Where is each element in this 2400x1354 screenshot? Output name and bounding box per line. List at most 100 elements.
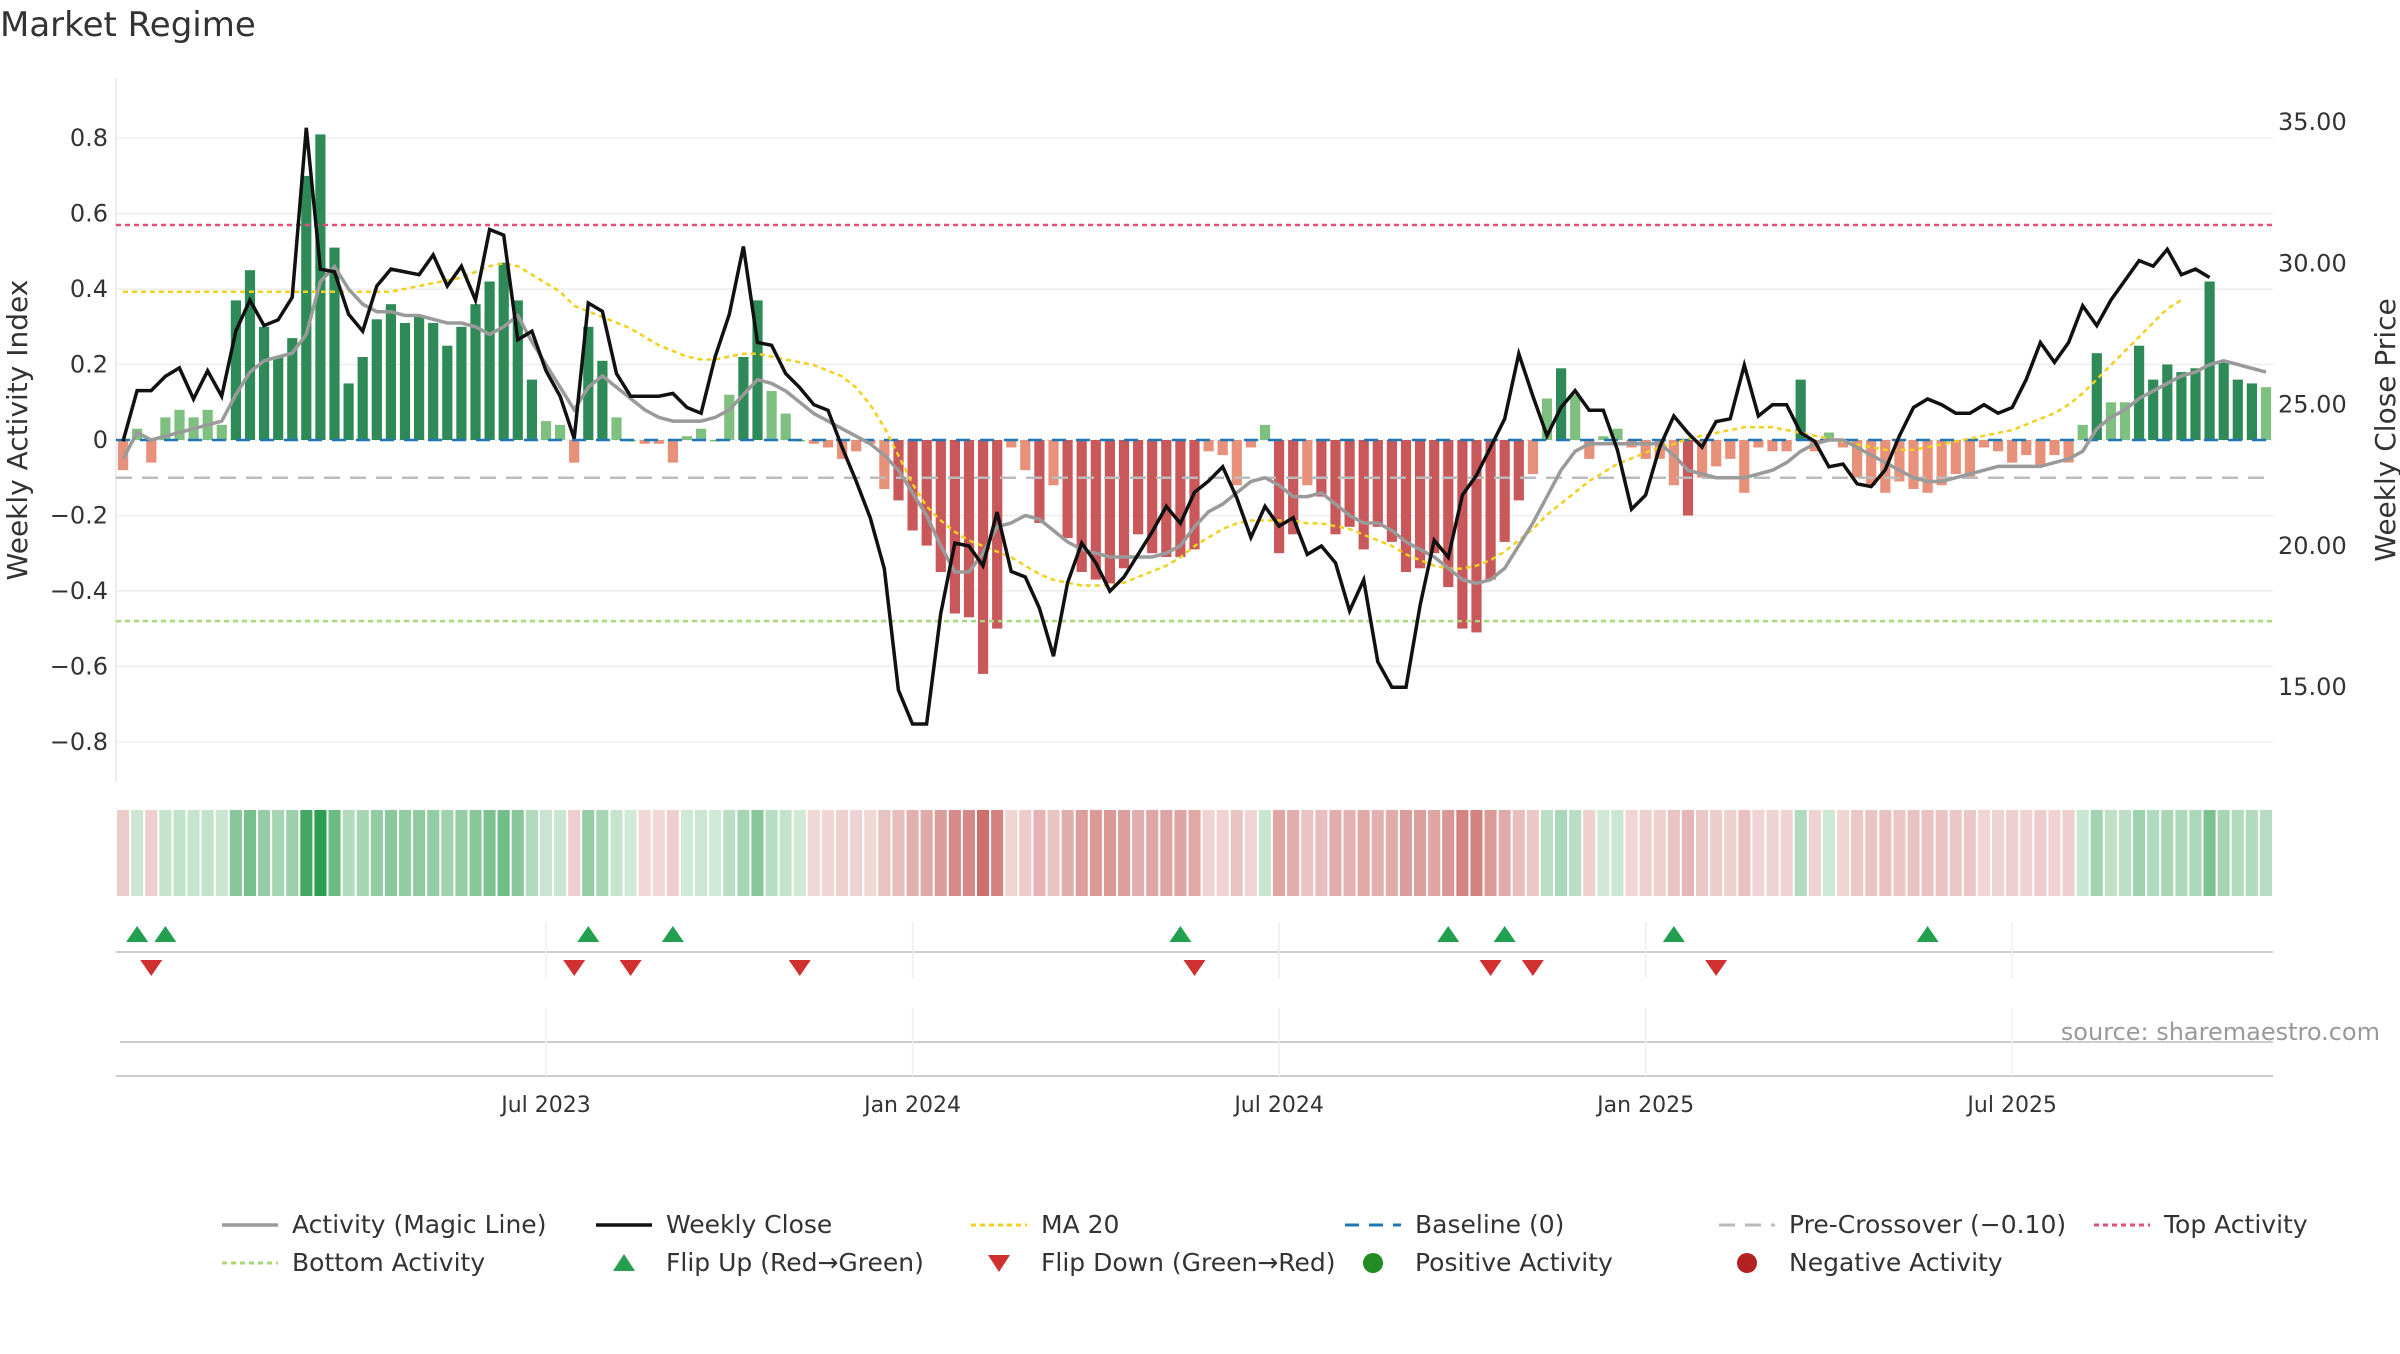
activity-bar [583,326,594,440]
regime-cell [582,810,595,896]
regime-cell [1357,810,1370,896]
regime-cell [1047,810,1060,896]
y-tick-label: 0 [93,426,108,454]
regime-cell [1456,810,1469,896]
regime-cell [1639,810,1652,896]
activity-bar [1908,440,1919,489]
activity-bar [1288,440,1299,535]
regime-cell [1540,810,1553,896]
regime-cell [1583,810,1596,896]
regime-cell [751,810,764,896]
activity-bar [1697,440,1708,478]
regime-cell [2203,810,2216,896]
regime-cell [2217,810,2230,896]
activity-bar [1090,440,1101,580]
legend-label: Baseline (0) [1415,1210,1564,1239]
legend-item-baseline: Baseline (0) [1345,1210,1564,1239]
regime-cell [1555,810,1568,896]
regime-cell [1667,810,1680,896]
regime-cell [821,810,834,896]
series-lines [121,127,2267,726]
activity-bar [569,440,580,463]
regime-cell [399,810,412,896]
y-tick-label: −0.6 [50,652,108,680]
y-tick-label: −0.4 [50,577,108,605]
activity-bar [273,357,284,440]
regime-cell [2175,810,2188,896]
activity-bar [1781,440,1792,452]
grid-layer [116,137,2273,1076]
regime-cell [1611,810,1624,896]
y2-tick-label: 35.00 [2278,108,2347,136]
regime-cell [1935,810,1948,896]
y-axis-label: Weekly Activity Index [1,280,34,581]
activity-bar [1866,440,1877,486]
regime-cell [1526,810,1539,896]
legend-label: Negative Activity [1789,1248,2003,1277]
regime-cell [1681,810,1694,896]
regime-cell [342,810,355,896]
regime-cell [1258,810,1271,896]
activity-bar [738,357,749,440]
regime-cell [469,810,482,896]
activity-bar [2021,440,2032,456]
regime-cell [1188,810,1201,896]
legend-swatch [988,1255,1010,1272]
regime-cell [229,810,242,896]
regime-cell [215,810,228,896]
activity-bar [555,424,566,440]
activity-bar [174,409,185,440]
regime-cell [1160,810,1173,896]
activity-bar [2204,281,2215,440]
regime-cell [1597,810,1610,896]
regime-cell [1724,810,1737,896]
activity-bar [399,323,411,440]
activity-bar [146,440,157,463]
regime-cell [1202,810,1215,896]
regime-cell [497,810,510,896]
activity-bar [597,360,608,440]
regime-cell [1103,810,1116,896]
activity-bar [1259,424,1271,440]
legend-item-pre_crossover: Pre-Crossover (−0.10) [1719,1210,2066,1239]
flip-up-marker [577,926,600,942]
flip-down-marker [1479,960,1502,976]
regime-cell [258,810,271,896]
regime-cell [596,810,609,896]
activity-bar [244,270,256,440]
regime-cell [554,810,567,896]
activity-bar [2105,402,2116,440]
regime-cell [1315,810,1328,896]
legend-swatch [613,1254,635,1271]
activity-bar [329,247,340,440]
regime-cell [1569,810,1582,896]
activity-bar [1415,440,1426,569]
regime-cell [427,810,440,896]
activity-bar [2218,360,2229,440]
activity-bar [1020,440,1031,471]
activity-bar [1118,440,1130,569]
activity-bar [428,323,439,440]
regime-cell [2048,810,2061,896]
activity-bar [1034,440,1045,523]
regime-cell [2090,810,2103,896]
y2-tick-label: 30.00 [2278,249,2347,277]
regime-cell [1808,810,1821,896]
regime-cell [1752,810,1765,896]
regime-cell [1005,810,1018,896]
activity-bar [992,440,1003,629]
activity-bar [1344,440,1355,527]
activity-bar [1485,440,1496,580]
regime-cell [2020,810,2033,896]
legend-item-top: Top Activity [2094,1210,2308,1239]
y-tick-label: −0.8 [50,728,108,756]
activity-bar [1231,440,1242,486]
activity-bar [2260,387,2272,440]
regime-cell [356,810,369,896]
activity-bar [1104,440,1115,584]
activity-bar [1274,440,1285,554]
regime-cell [1851,810,1864,896]
activity-bars [118,134,2272,674]
flip-up-marker [1437,926,1460,942]
regime-cell [1837,810,1850,896]
